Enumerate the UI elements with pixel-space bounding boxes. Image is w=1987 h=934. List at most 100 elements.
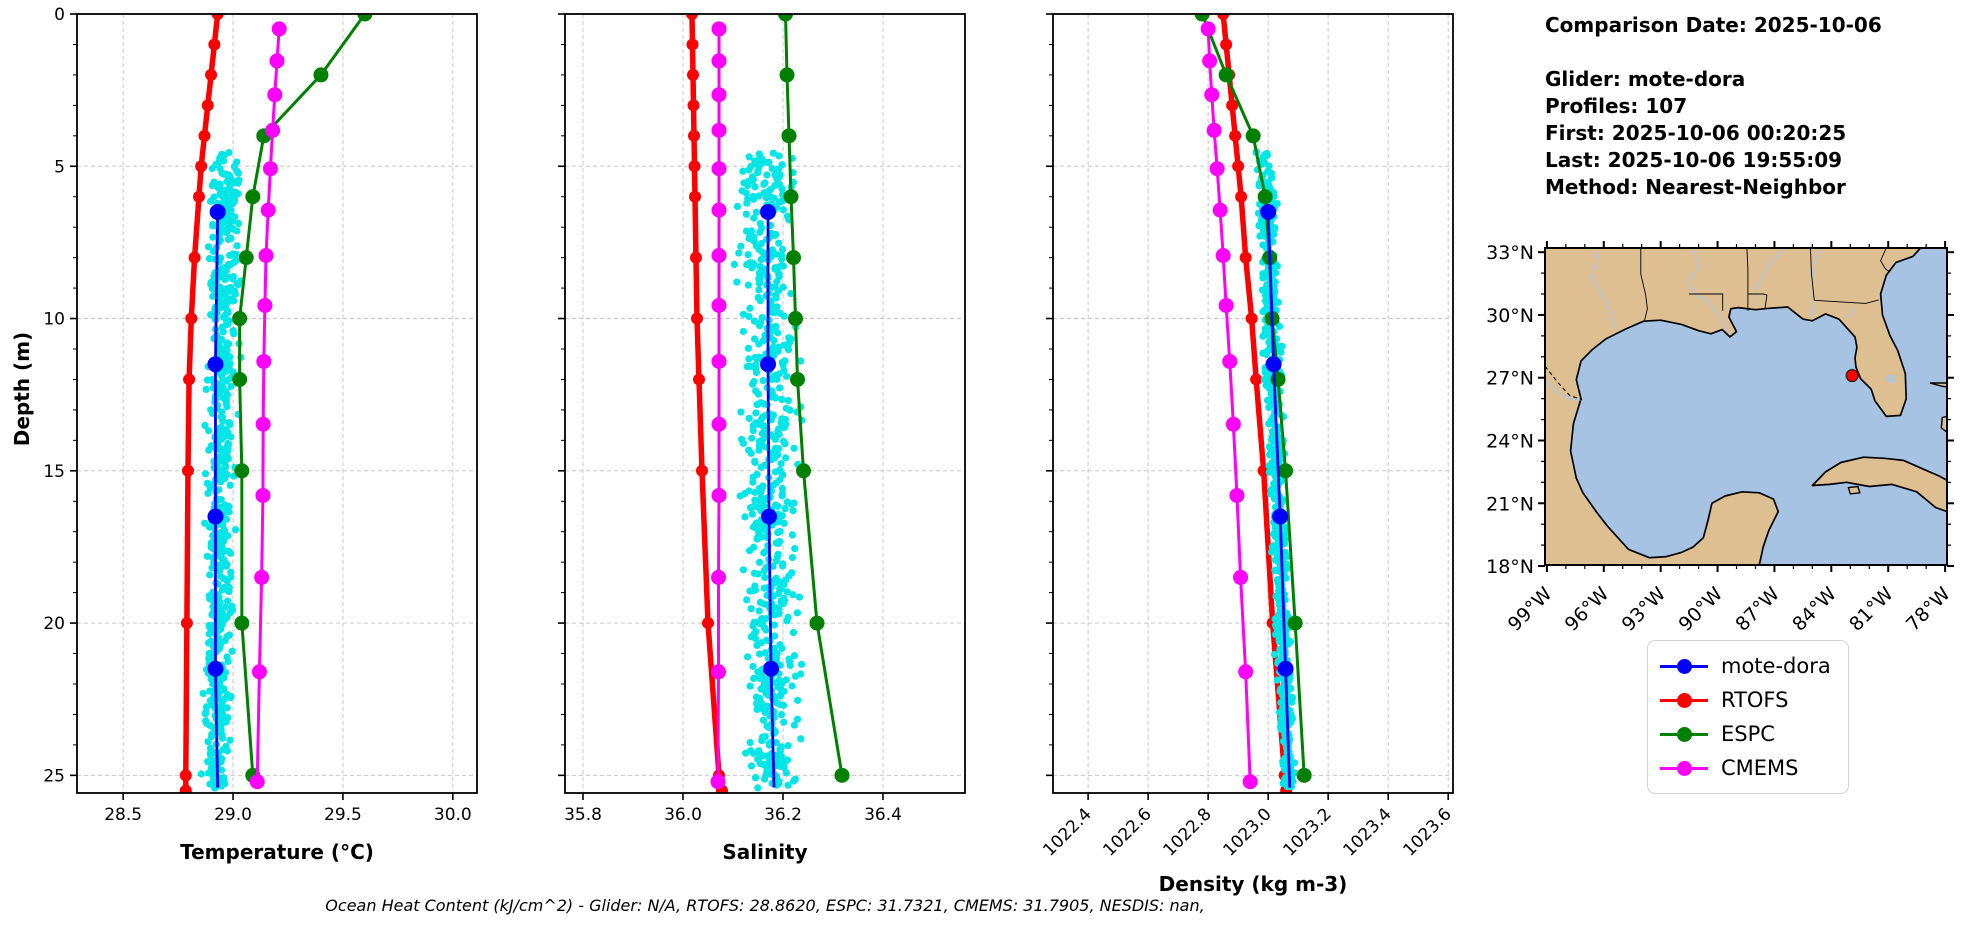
svg-text:78°W: 78°W: [1902, 583, 1955, 636]
ESPC-marker: [783, 189, 799, 205]
svg-text:1022.4: 1022.4: [1039, 804, 1095, 860]
CMEMS-marker: [269, 53, 285, 69]
mote-dora-marker: [760, 356, 776, 373]
espc-line-swatch: [1660, 726, 1708, 742]
CMEMS-marker: [710, 774, 726, 790]
ESPC-marker: [1287, 615, 1303, 631]
RTOFS-marker: [188, 251, 201, 264]
CMEMS-marker: [711, 21, 727, 37]
RTOFS-marker: [1229, 129, 1242, 142]
map-state-border: [1640, 248, 1648, 321]
legend-label: ESPC: [1721, 722, 1775, 746]
RTOFS-marker: [689, 190, 701, 203]
CMEMS-marker: [256, 353, 272, 369]
glider-location-marker: [1845, 369, 1859, 383]
svg-text:20: 20: [43, 614, 65, 634]
svg-text:96°W: 96°W: [1561, 583, 1614, 636]
ocean-heat-content-footnote: Ocean Heat Content (kJ/cm^2) - Glider: N…: [325, 896, 1205, 915]
CMEMS-marker: [1202, 53, 1218, 69]
svg-text:5: 5: [54, 157, 65, 177]
svg-text:1023.6: 1023.6: [1400, 804, 1456, 860]
CMEMS-marker: [271, 21, 287, 37]
CMEMS-marker: [251, 664, 267, 680]
ESPC-marker: [238, 250, 254, 266]
ESPC-marker: [778, 14, 793, 22]
svg-text:99°W: 99°W: [1504, 583, 1557, 636]
mote-dora-marker: [207, 356, 224, 373]
RTOFS-marker: [1232, 160, 1245, 173]
RTOFS-marker: [181, 464, 194, 477]
CMEMS-marker: [1215, 247, 1231, 263]
CMEMS-marker: [1218, 297, 1234, 313]
CMEMS-marker: [711, 664, 726, 680]
RTOFS-marker: [688, 160, 701, 173]
map-land-mainland: [1545, 248, 1922, 565]
density-profile-chart: 1022.4 1022.6 1022.8 1023.0 1023.2 1023.4 1023…: [1039, 13, 1456, 861]
svg-text:36.4: 36.4: [864, 805, 902, 825]
svg-text:1023.0: 1023.0: [1219, 804, 1275, 860]
legend-label: RTOFS: [1721, 688, 1789, 712]
svg-text:29.0: 29.0: [214, 805, 252, 825]
RTOFS-marker: [211, 14, 224, 20]
CMEMS-marker: [1206, 122, 1222, 138]
CMEMS-marker: [711, 122, 727, 138]
CMEMS-marker: [249, 774, 265, 790]
svg-text:10: 10: [43, 310, 65, 330]
mote-dora-marker: [760, 203, 776, 220]
salinity-axis-label: Salinity: [722, 840, 808, 864]
RTOFS-marker: [1250, 373, 1263, 386]
svg-text:27°N: 27°N: [1486, 368, 1534, 390]
mote-dora-marker: [1265, 356, 1282, 373]
map-state-border: [1747, 293, 1768, 309]
mote-dora-marker: [209, 203, 226, 220]
RTOFS-marker: [688, 129, 700, 142]
svg-text:24°N: 24°N: [1486, 431, 1534, 453]
CMEMS-marker: [1242, 774, 1258, 790]
CMEMS-marker: [711, 202, 727, 218]
ESPC-marker: [1245, 128, 1261, 144]
RTOFS-marker: [1239, 251, 1252, 264]
density-axis-label: Density (kg m-3): [1158, 872, 1348, 896]
map-lake-okeechobee: [1886, 374, 1897, 384]
ESPC-marker: [1218, 67, 1234, 83]
ESPC-marker: [1296, 767, 1312, 783]
RTOFS-marker: [201, 99, 214, 112]
CMEMS-marker: [711, 247, 727, 263]
CMEMS-marker: [711, 87, 727, 103]
svg-text:30°N: 30°N: [1486, 305, 1534, 327]
svg-text:35.8: 35.8: [564, 805, 602, 825]
glider-line-swatch: [1660, 658, 1708, 674]
CMEMS-marker: [711, 53, 727, 69]
CMEMS-marker: [254, 569, 270, 585]
CMEMS-marker: [260, 202, 276, 218]
map-land-cuba: [1811, 456, 1947, 513]
method-text: Method: Nearest-Neighbor: [1545, 175, 1846, 199]
RTOFS-marker: [702, 617, 714, 630]
RTOFS-marker: [192, 190, 205, 203]
CMEMS-marker: [265, 122, 281, 138]
svg-text:18°N: 18°N: [1486, 556, 1534, 578]
profiles-count-text: Profiles: 107: [1545, 94, 1688, 118]
CMEMS-marker: [1204, 87, 1220, 103]
ESPC-marker: [1194, 14, 1210, 22]
RTOFS-marker: [687, 99, 700, 112]
ESPC-marker: [809, 615, 825, 631]
ESPC-marker: [234, 615, 250, 631]
svg-text:93°W: 93°W: [1618, 583, 1671, 636]
mote-dora-marker: [1260, 203, 1277, 220]
map-river: [1545, 379, 1581, 401]
temperature-profile-chart: 28.5 29.0 29.5 30.0 0 5 10 15 20 25: [43, 5, 478, 825]
svg-text:21°N: 21°N: [1486, 493, 1534, 515]
map-land-island: [1940, 415, 1947, 433]
ESPC-marker: [232, 311, 248, 327]
svg-text:33°N: 33°N: [1486, 242, 1534, 264]
mote-dora-marker: [1277, 660, 1294, 677]
legend-label: mote-dora: [1721, 654, 1831, 678]
ESPC-marker: [245, 189, 261, 205]
CMEMS-marker: [711, 416, 727, 432]
mote-dora-marker: [1272, 508, 1289, 525]
RTOFS-marker: [183, 373, 196, 386]
comparison-info-block: Comparison Date: 2025-10-06 Glider: mote…: [1545, 12, 1882, 201]
CMEMS-marker: [1238, 664, 1254, 680]
